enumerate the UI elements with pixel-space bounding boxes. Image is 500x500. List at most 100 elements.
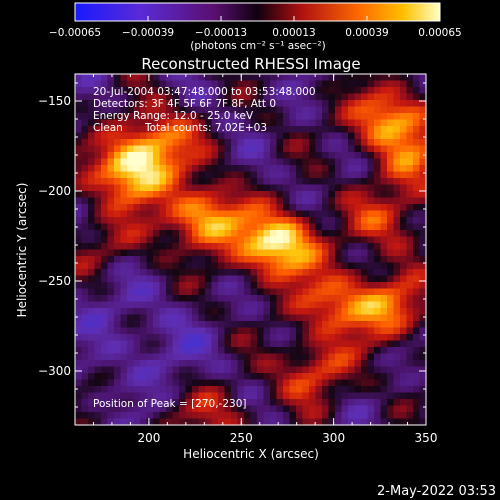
heatmap-cell: [283, 308, 291, 316]
heatmap-cell: [276, 269, 284, 277]
heatmap-cell: [166, 334, 174, 342]
heatmap-cell: [205, 314, 213, 322]
heatmap-cell: [205, 158, 213, 166]
heatmap-cell: [159, 262, 167, 270]
heatmap-cell: [276, 353, 284, 361]
heatmap-cell: [380, 262, 388, 270]
heatmap-cell: [153, 204, 161, 212]
heatmap-cell: [153, 262, 161, 270]
heatmap-cell: [367, 392, 375, 400]
heatmap-cell: [224, 217, 232, 225]
heatmap-cell: [341, 282, 349, 290]
heatmap-cell: [302, 230, 310, 238]
heatmap-cell: [361, 366, 369, 374]
heatmap-cell: [419, 288, 427, 296]
heatmap-cell: [205, 87, 213, 95]
heatmap-cell: [257, 126, 265, 134]
heatmap-cell: [140, 171, 148, 179]
heatmap-cell: [127, 275, 135, 283]
heatmap-cell: [107, 158, 115, 166]
heatmap-cell: [211, 321, 219, 329]
heatmap-cell: [94, 249, 102, 257]
heatmap-cell: [88, 249, 96, 257]
heatmap-cell: [75, 347, 83, 355]
heatmap-cell: [120, 399, 128, 407]
heatmap-cell: [211, 340, 219, 348]
heatmap-cell: [400, 145, 408, 153]
heatmap-cell: [387, 249, 395, 257]
heatmap-cell: [172, 87, 180, 95]
heatmap-cell: [367, 340, 375, 348]
heatmap-cell: [107, 230, 115, 238]
heatmap-cell: [146, 392, 154, 400]
heatmap-cell: [354, 405, 362, 413]
heatmap-cell: [250, 347, 258, 355]
heatmap-cell: [179, 347, 187, 355]
heatmap-cell: [257, 113, 265, 121]
heatmap-cell: [335, 392, 343, 400]
heatmap-cell: [205, 340, 213, 348]
heatmap-cell: [140, 87, 148, 95]
heatmap-cell: [146, 262, 154, 270]
heatmap-cell: [244, 340, 252, 348]
heatmap-cell: [328, 139, 336, 147]
heatmap-cell: [374, 80, 382, 88]
heatmap-cell: [380, 399, 388, 407]
heatmap-cell: [88, 243, 96, 251]
heatmap-cell: [198, 301, 206, 309]
heatmap-cell: [419, 243, 427, 251]
heatmap-cell: [413, 262, 421, 270]
heatmap-cell: [140, 360, 148, 368]
heatmap-cell: [211, 132, 219, 140]
heatmap-cell: [322, 80, 330, 88]
heatmap-cell: [127, 184, 135, 192]
heatmap-cell: [250, 184, 258, 192]
heatmap-cell: [413, 171, 421, 179]
heatmap-cell: [263, 366, 271, 374]
heatmap-cell: [289, 145, 297, 153]
heatmap-cell: [289, 171, 297, 179]
heatmap-cell: [367, 171, 375, 179]
heatmap-cell: [179, 165, 187, 173]
heatmap-cell: [231, 379, 239, 387]
heatmap-cell: [406, 217, 414, 225]
heatmap-cell: [218, 178, 226, 186]
heatmap-cell: [374, 165, 382, 173]
heatmap-cell: [153, 386, 161, 394]
heatmap-cell: [218, 243, 226, 251]
heatmap-cell: [159, 366, 167, 374]
heatmap-cell: [120, 275, 128, 283]
heatmap-cell: [107, 373, 115, 381]
heatmap-cell: [159, 178, 167, 186]
heatmap-cell: [88, 418, 96, 426]
heatmap-cell: [309, 295, 317, 303]
heatmap-cell: [387, 269, 395, 277]
heatmap-cell: [198, 74, 206, 82]
heatmap-cell: [400, 171, 408, 179]
heatmap-cell: [270, 217, 278, 225]
heatmap-cell: [94, 366, 102, 374]
heatmap-cell: [94, 360, 102, 368]
heatmap-cell: [146, 204, 154, 212]
heatmap-cell: [244, 412, 252, 420]
heatmap-cell: [406, 379, 414, 387]
heatmap-cell: [406, 360, 414, 368]
heatmap-cell: [276, 145, 284, 153]
heatmap-cell: [218, 223, 226, 231]
heatmap-cell: [406, 165, 414, 173]
heatmap-cell: [81, 80, 89, 88]
heatmap-cell: [107, 191, 115, 199]
heatmap-cell: [302, 295, 310, 303]
heatmap-cell: [205, 373, 213, 381]
heatmap-cell: [94, 347, 102, 355]
heatmap-cell: [224, 93, 232, 101]
heatmap-cell: [419, 178, 427, 186]
heatmap-cell: [185, 262, 193, 270]
heatmap-cell: [146, 314, 154, 322]
heatmap-cell: [380, 347, 388, 355]
heatmap-cell: [146, 139, 154, 147]
heatmap-cell: [179, 152, 187, 160]
heatmap-cell: [153, 126, 161, 134]
heatmap-cell: [257, 74, 265, 82]
heatmap-cell: [146, 399, 154, 407]
